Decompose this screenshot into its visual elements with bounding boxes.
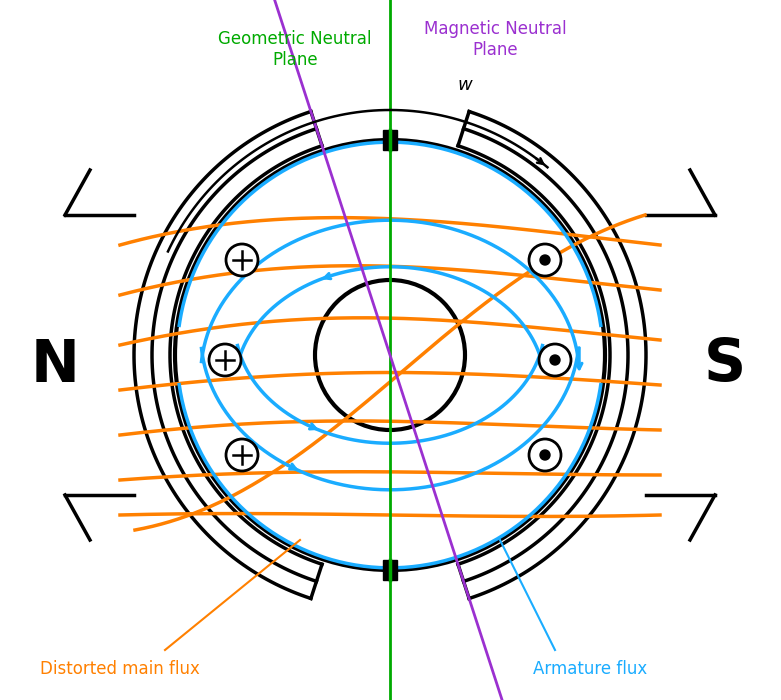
- Circle shape: [226, 244, 258, 276]
- Text: N: N: [30, 337, 80, 393]
- Circle shape: [209, 344, 241, 376]
- Text: Magnetic Neutral
Plane: Magnetic Neutral Plane: [423, 20, 566, 59]
- Circle shape: [540, 255, 550, 265]
- Bar: [383, 560, 397, 580]
- Text: w: w: [458, 76, 473, 94]
- Circle shape: [226, 439, 258, 471]
- Bar: [383, 130, 397, 150]
- Circle shape: [529, 244, 561, 276]
- Text: Distorted main flux: Distorted main flux: [40, 660, 200, 678]
- Circle shape: [540, 450, 550, 460]
- Circle shape: [539, 344, 571, 376]
- Circle shape: [550, 355, 560, 365]
- Text: Armature flux: Armature flux: [533, 660, 647, 678]
- Circle shape: [529, 439, 561, 471]
- Text: S: S: [704, 337, 746, 393]
- Text: Geometric Neutral
Plane: Geometric Neutral Plane: [218, 30, 372, 69]
